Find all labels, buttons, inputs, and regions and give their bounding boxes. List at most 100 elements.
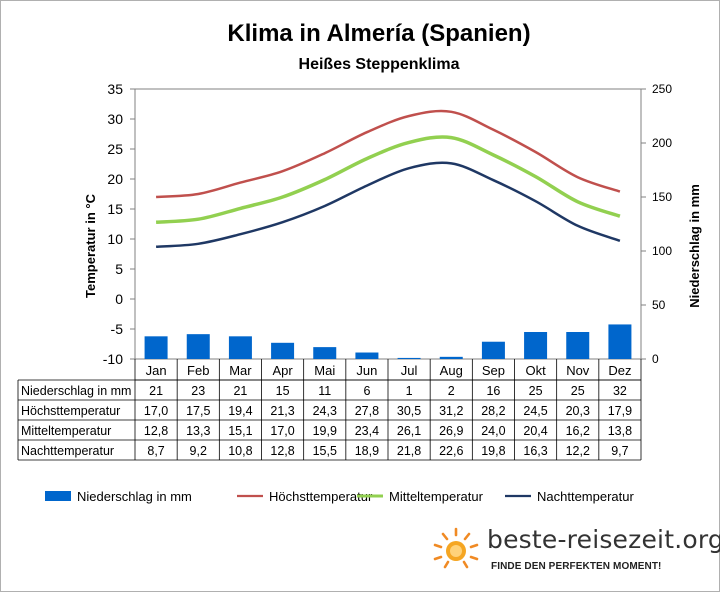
table-cell: 20,3: [566, 404, 590, 418]
table-cell: 10,8: [228, 444, 252, 458]
brand-logo: beste-reisezeit.org FINDE DEN PERFEKTEN …: [429, 519, 720, 579]
plot-border: [134, 88, 642, 360]
brand-name: beste-reisezeit.org: [487, 525, 720, 554]
left-tick-label: 20: [107, 171, 123, 187]
left-tick-label: 35: [107, 81, 123, 97]
table-cell: 17,0: [270, 424, 294, 438]
table-cell: 24,5: [523, 404, 547, 418]
table-cell: 16: [486, 384, 500, 398]
right-tick-label: 50: [652, 298, 666, 312]
month-label: Jan: [146, 363, 167, 378]
table-row-label: Niederschlag in mm: [21, 384, 131, 398]
plot-area: [134, 88, 642, 360]
right-tick-label: 150: [652, 190, 672, 204]
legend: Niederschlag in mm Höchsttemperatur Mittel…: [45, 489, 634, 504]
axes: 35302520151050-5-10250200150100500Temper…: [83, 81, 702, 367]
table-cell: 16,3: [523, 444, 547, 458]
chart-subtitle: Heißes Steppenklima: [299, 56, 460, 73]
table-cell: 19,4: [228, 404, 252, 418]
precip-bar: [608, 324, 632, 359]
brand-slogan: FINDE DEN PERFEKTEN MOMENT!: [491, 561, 662, 572]
mean-temp-line: [155, 135, 621, 224]
table-cell: 19,9: [313, 424, 337, 438]
table-row-label: Mitteltemperatur: [21, 424, 111, 438]
data-table: Jan Feb Mar Apr Mai Jun Jul Aug Sep Okt Nov Dez Nied…: [17, 359, 642, 461]
month-label: Jul: [401, 363, 418, 378]
right-axis-label: Niederschlag in mm: [687, 184, 702, 308]
left-tick-label: 10: [107, 231, 123, 247]
table-cell: 17,9: [608, 404, 632, 418]
night-temp-line: [155, 161, 621, 249]
table-cell: 21,3: [270, 404, 294, 418]
precip-bar: [271, 342, 295, 359]
precip-bar: [481, 341, 505, 359]
table-cell: 21: [233, 384, 247, 398]
left-tick-label: 0: [115, 291, 123, 307]
month-label: Sep: [482, 363, 505, 378]
table-cell: 13,8: [608, 424, 632, 438]
left-axis-label: Temperatur in °C: [83, 193, 98, 298]
table-cell: 9,7: [611, 444, 628, 458]
precip-bar: [313, 347, 337, 359]
table-cell: 21: [149, 384, 163, 398]
precip-bar: [186, 334, 210, 359]
table-cell: 1: [406, 384, 413, 398]
table-cell: 21,8: [397, 444, 421, 458]
table-cell: 13,3: [186, 424, 210, 438]
precip-bar: [524, 332, 548, 359]
chart-title: Klima in Almería (Spanien): [227, 20, 530, 47]
month-label: Mai: [314, 363, 335, 378]
table-row-label: Höchsttemperatur: [21, 404, 120, 418]
precip-bar: [566, 332, 590, 359]
right-tick-label: 250: [652, 82, 672, 96]
month-label: Aug: [440, 363, 463, 378]
precip-bar: [355, 352, 379, 359]
table-cell: 27,8: [355, 404, 379, 418]
table-cell: 15: [276, 384, 290, 398]
legend-label: Mitteltemperatur: [389, 489, 484, 504]
table-cell: 20,4: [523, 424, 547, 438]
table-cell: 28,2: [481, 404, 505, 418]
left-tick-label: 5: [115, 261, 123, 277]
table-cell: 23,4: [355, 424, 379, 438]
sun-icon: [433, 527, 479, 569]
legend-label: Nachttemperatur: [537, 489, 634, 504]
precip-bar: [439, 356, 463, 359]
month-label: Nov: [566, 363, 590, 378]
table-cell: 6: [363, 384, 370, 398]
table-cell: 30,5: [397, 404, 421, 418]
table-cell: 15,5: [313, 444, 337, 458]
table-cell: 18,9: [355, 444, 379, 458]
table-cell: 12,2: [566, 444, 590, 458]
table-cell: 8,7: [147, 444, 164, 458]
left-tick-label: -10: [103, 351, 123, 367]
table-cell: 16,2: [566, 424, 590, 438]
month-label: Mar: [229, 363, 252, 378]
table-cell: 26,9: [439, 424, 463, 438]
precip-bar: [144, 336, 168, 359]
max-temp-line: [155, 109, 621, 199]
table-cell: 12,8: [270, 444, 294, 458]
table-cell: 17,5: [186, 404, 210, 418]
month-label: Jun: [356, 363, 377, 378]
table-cell: 25: [571, 384, 585, 398]
left-tick-label: 25: [107, 141, 123, 157]
legend-swatch: [45, 491, 71, 501]
left-tick-label: -5: [111, 321, 124, 337]
table-cell: 26,1: [397, 424, 421, 438]
table-cell: 9,2: [190, 444, 207, 458]
right-tick-label: 200: [652, 136, 672, 150]
table-cell: 19,8: [481, 444, 505, 458]
table-cell: 11: [318, 384, 331, 398]
table-cell: 24,0: [481, 424, 505, 438]
table-cell: 31,2: [439, 404, 463, 418]
table-cell: 25: [529, 384, 543, 398]
table-row-label: Nachttemperatur: [21, 444, 114, 458]
table-cell: 22,6: [439, 444, 463, 458]
table-cell: 24,3: [313, 404, 337, 418]
table-cell: 15,1: [228, 424, 252, 438]
precip-bar: [397, 357, 421, 359]
left-tick-label: 30: [107, 111, 123, 127]
